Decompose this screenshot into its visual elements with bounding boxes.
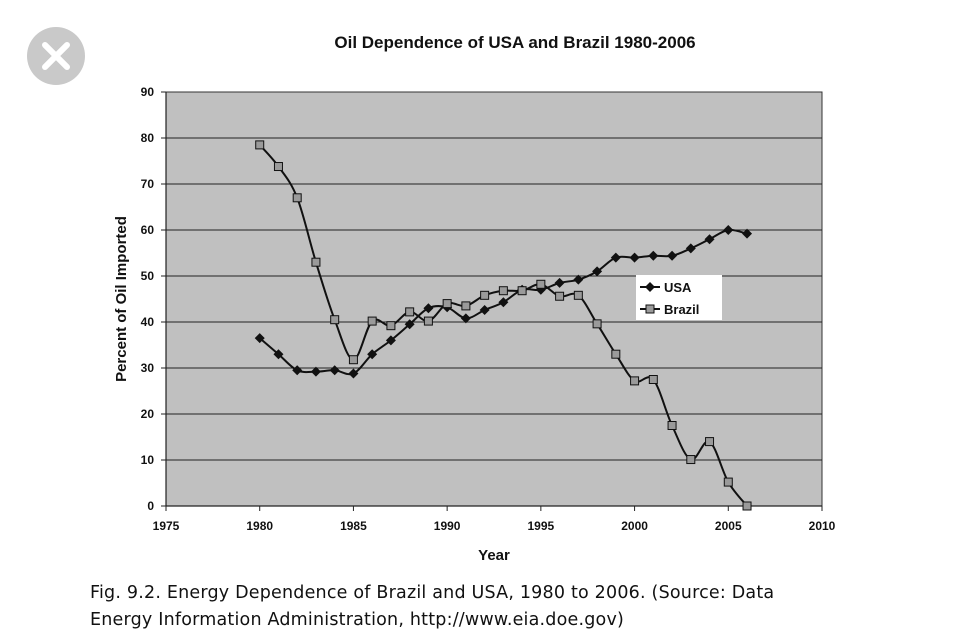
x-tick-label: 1990 — [434, 519, 461, 533]
data-point-usa — [685, 243, 696, 254]
data-point-usa — [667, 250, 678, 261]
x-tick-label: 1985 — [340, 519, 367, 533]
x-tick-label: 2005 — [715, 519, 742, 533]
y-tick-label: 90 — [141, 85, 155, 99]
data-point-brazil — [311, 257, 321, 267]
data-point-brazil — [273, 162, 283, 172]
data-point-brazil — [367, 316, 377, 326]
data-point-usa — [460, 313, 471, 324]
data-point-usa — [385, 335, 396, 346]
x-tick-label: 1995 — [528, 519, 555, 533]
data-point-usa — [498, 297, 509, 308]
y-tick-label: 70 — [141, 177, 155, 191]
data-point-brazil — [405, 307, 415, 317]
figure-caption: Fig. 9.2. Energy Dependence of Brazil an… — [90, 580, 870, 634]
data-point-brazil — [573, 290, 583, 300]
data-point-brazil — [555, 291, 565, 301]
chart-title: Oil Dependence of USA and Brazil 1980-20… — [334, 33, 695, 52]
legend-label-brazil: Brazil — [664, 302, 699, 317]
data-point-usa — [573, 274, 584, 285]
y-tick-label: 10 — [141, 453, 155, 467]
caption-line-1: Fig. 9.2. Energy Dependence of Brazil an… — [90, 583, 775, 603]
y-tick-label: 50 — [141, 269, 155, 283]
y-axis-label: Percent of Oil Imported — [113, 216, 130, 382]
data-point-brazil — [517, 286, 527, 296]
y-tick-label: 40 — [141, 315, 155, 329]
data-point-usa — [610, 252, 621, 263]
legend-label-usa: USA — [664, 280, 692, 295]
x-axis-label: Year — [478, 547, 510, 564]
data-point-brazil — [292, 193, 302, 203]
data-point-brazil — [442, 299, 452, 309]
data-point-brazil — [705, 437, 715, 447]
data-point-brazil — [423, 316, 433, 326]
legend-marker-usa — [645, 282, 655, 292]
data-point-usa — [629, 252, 640, 263]
data-point-usa — [742, 228, 753, 239]
data-point-usa — [648, 250, 659, 261]
close-button[interactable] — [27, 27, 85, 85]
data-point-usa — [404, 319, 415, 330]
series-layer — [254, 140, 753, 511]
data-point-usa — [704, 234, 715, 245]
y-tick-label: 30 — [141, 361, 155, 375]
x-axis: 1975 1980 1985 1990 1995 2000 2005 2010 — [153, 505, 836, 533]
data-point-brazil — [648, 375, 658, 384]
x-tick-label: 2000 — [621, 519, 648, 533]
caption-line-2: Energy Information Administration, http:… — [90, 610, 625, 630]
y-tick-label: 20 — [141, 407, 155, 421]
data-point-brazil — [742, 501, 752, 511]
data-point-usa — [423, 303, 434, 314]
data-point-usa — [367, 349, 378, 360]
line-chart: Oil Dependence of USA and Brazil 1980-20… — [113, 33, 836, 564]
data-point-usa — [592, 266, 603, 277]
y-axis: 0 10 20 30 40 50 60 70 80 90 — [141, 85, 167, 513]
data-point-brazil — [667, 421, 677, 430]
close-icon — [42, 42, 70, 70]
data-point-usa — [273, 349, 284, 360]
data-point-usa — [554, 277, 565, 288]
x-tick-label: 2010 — [809, 519, 836, 533]
data-point-brazil — [723, 477, 733, 487]
data-point-brazil — [630, 376, 640, 386]
data-point-brazil — [330, 315, 340, 325]
y-tick-label: 80 — [141, 131, 155, 145]
data-point-brazil — [536, 279, 546, 289]
data-point-brazil — [461, 301, 471, 311]
data-point-usa — [292, 365, 303, 376]
y-tick-label: 0 — [147, 499, 154, 513]
x-tick-label: 1980 — [246, 519, 273, 533]
data-point-brazil — [348, 355, 358, 365]
plot-area — [165, 91, 823, 507]
data-point-brazil — [592, 319, 602, 329]
data-point-brazil — [386, 321, 396, 331]
data-point-brazil — [611, 349, 621, 359]
x-tick-label: 1975 — [153, 519, 180, 533]
data-point-usa — [348, 368, 359, 379]
data-point-usa — [329, 365, 340, 376]
data-point-usa — [723, 225, 734, 235]
data-point-usa — [310, 366, 321, 377]
data-point-usa — [479, 305, 490, 316]
data-point-brazil — [686, 455, 696, 465]
legend-marker-brazil — [645, 304, 655, 314]
data-point-brazil — [480, 290, 490, 300]
legend: USA Brazil — [636, 275, 722, 320]
data-point-brazil — [498, 286, 508, 296]
data-point-brazil — [255, 140, 265, 150]
data-point-usa — [254, 333, 265, 344]
y-tick-label: 60 — [141, 223, 155, 237]
